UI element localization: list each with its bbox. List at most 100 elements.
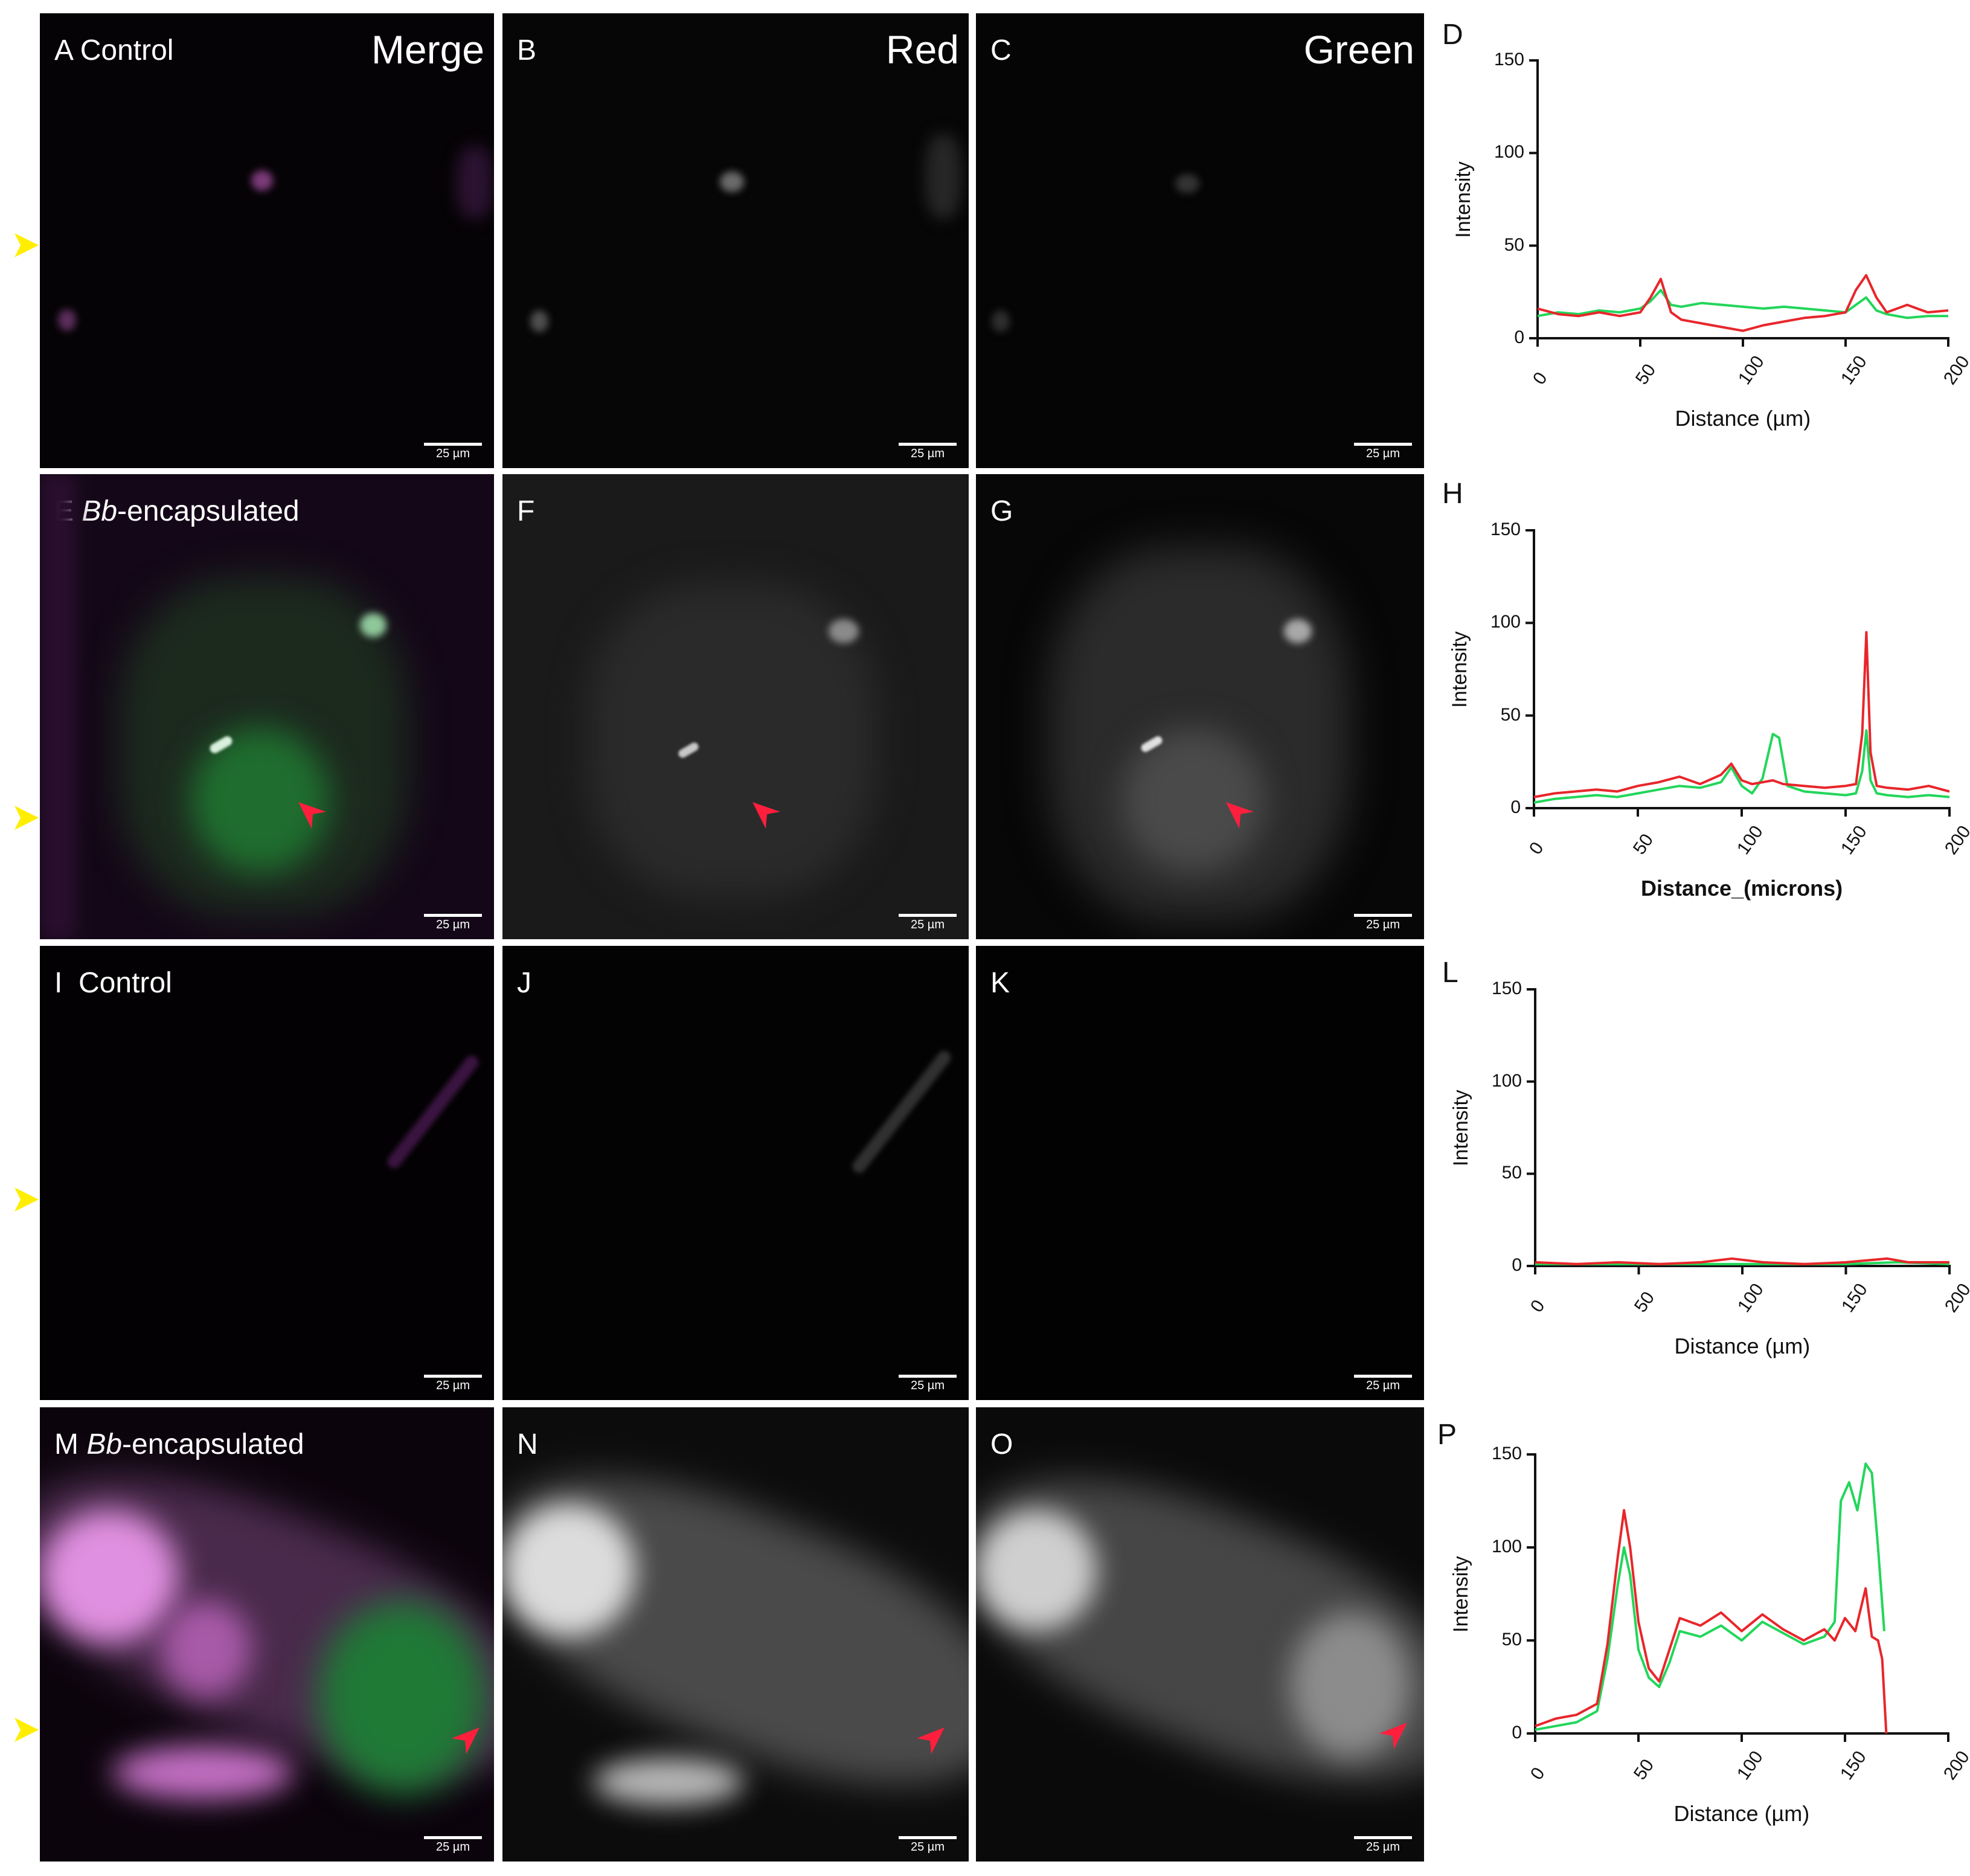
y-tick-label: 0 [1514, 327, 1524, 347]
panel-f-red: F 25 µm [502, 474, 969, 939]
red-arrowhead-icon [917, 1727, 945, 1754]
red-arrowhead-icon [1379, 1723, 1407, 1749]
red-arrowhead-icon [1226, 802, 1254, 829]
yellow-arrowhead-icon [14, 806, 39, 830]
y-axis-label: Intensity [1449, 1555, 1472, 1633]
panel-label: F [517, 495, 535, 527]
y-tick-label: 0 [1512, 1255, 1522, 1275]
panel-o-green: O 25 µm [976, 1407, 1424, 1862]
scale-bar: 25 µm [424, 914, 482, 932]
green-cluster [318, 1601, 487, 1794]
scale-bar: 25 µm [899, 443, 957, 461]
bright-cluster [502, 1504, 635, 1637]
bright-region [593, 1758, 744, 1806]
red-arrowhead-icon [752, 802, 780, 829]
plot-panel-letter: D [1442, 19, 1463, 51]
red-arrowhead-icon [298, 802, 326, 829]
plot-panel-letter: L [1442, 957, 1458, 989]
panel-label: C [990, 34, 1012, 66]
plot-panel-letter: P [1437, 1419, 1457, 1451]
x-axis-label: Distance_(microns) [1641, 876, 1843, 901]
y-tick-label: 150 [1490, 519, 1521, 539]
scale-bar: 25 µm [899, 914, 957, 932]
panel-i-merge: I Control 25 µm [40, 946, 494, 1400]
panel-g-green: G 25 µm [976, 474, 1424, 939]
y-tick-label: 50 [1501, 1630, 1522, 1650]
magenta-region [161, 1601, 251, 1697]
series-line-green [1535, 1462, 1885, 1731]
panel-label: A Control [54, 34, 174, 66]
y-tick-label: 100 [1491, 1070, 1522, 1091]
y-tick-label: 0 [1510, 797, 1521, 817]
x-axis-label: Distance (µm) [1675, 406, 1811, 431]
channel-title: Red [885, 27, 959, 72]
panel-b-red: B Red 25 µm [502, 13, 969, 468]
cell-blob [58, 309, 76, 331]
y-tick-label: 150 [1491, 978, 1522, 998]
y-tick-label: 100 [1490, 612, 1521, 632]
yellow-arrowhead-icon [14, 1718, 39, 1742]
scale-bar: 25 µm [424, 1836, 482, 1854]
tissue-region [587, 583, 877, 897]
bright-cluster [40, 1510, 179, 1643]
tissue-shade [925, 134, 961, 219]
panel-label: G [990, 495, 1013, 527]
y-tick-label: 0 [1512, 1723, 1522, 1743]
panel-label: I Control [54, 967, 172, 999]
scale-bar: 25 µm [1354, 1836, 1412, 1854]
panel-m-merge: M Bb-encapsulated 25 µm [40, 1407, 494, 1862]
scale-bar: 25 µm [1354, 443, 1412, 461]
cell-blob [992, 310, 1010, 332]
y-tick-label: 100 [1494, 142, 1524, 162]
panel-c-green: C Green 25 µm [976, 13, 1424, 468]
scale-bar: 25 µm [899, 1836, 957, 1854]
series-line-green [1537, 289, 1948, 320]
edge-shade [40, 474, 76, 939]
channel-title: Merge [371, 27, 484, 72]
y-tick-label: 100 [1491, 1537, 1522, 1556]
y-tick-label: 50 [1501, 1163, 1522, 1183]
scale-bar: 25 µm [1354, 1375, 1412, 1393]
yellow-arrowhead-icon [14, 233, 39, 257]
y-tick-label: 150 [1491, 1444, 1522, 1463]
panel-label: B [517, 34, 537, 66]
cell-blob [360, 613, 387, 637]
cell-blob [530, 310, 548, 332]
panel-label: M Bb-encapsulated [54, 1428, 304, 1460]
x-axis-label: Distance (µm) [1673, 1801, 1810, 1826]
series-line-red [1535, 1257, 1949, 1265]
cell-blob [1175, 174, 1199, 193]
panel-label: O [990, 1428, 1013, 1460]
cell-blob [720, 172, 744, 192]
y-tick-label: 150 [1494, 50, 1524, 69]
series-line-red [1533, 631, 1950, 798]
y-tick-label: 50 [1504, 234, 1524, 255]
panel-label: E Bb-encapsulated [54, 495, 300, 527]
scale-bar: 25 µm [899, 1375, 957, 1393]
panel-n-red: N 25 µm [502, 1407, 969, 1862]
magenta-region [112, 1746, 294, 1800]
series-line-red [1535, 1509, 1888, 1734]
red-arrowhead-icon [452, 1727, 480, 1754]
panel-label: N [517, 1428, 538, 1460]
series-line-green [1533, 729, 1950, 804]
cell-blob [1284, 619, 1312, 643]
scale-bar: 25 µm [1354, 914, 1412, 932]
tissue-shade [457, 146, 493, 219]
panel-label: J [517, 967, 531, 999]
series-line-red [1537, 274, 1949, 332]
cell-blob [829, 619, 859, 643]
yellow-arrowhead-icon [14, 1187, 39, 1212]
cell-blob [251, 170, 273, 191]
panel-k-green: K 25 µm [976, 946, 1424, 1400]
plot-panel-letter: H [1442, 478, 1463, 510]
bright-cluster [976, 1510, 1097, 1631]
panel-j-red: J 25 µm [502, 946, 969, 1400]
scale-bar: 25 µm [424, 1375, 482, 1393]
channel-title: Green [1303, 27, 1414, 72]
scale-bar: 25 µm [424, 443, 482, 461]
